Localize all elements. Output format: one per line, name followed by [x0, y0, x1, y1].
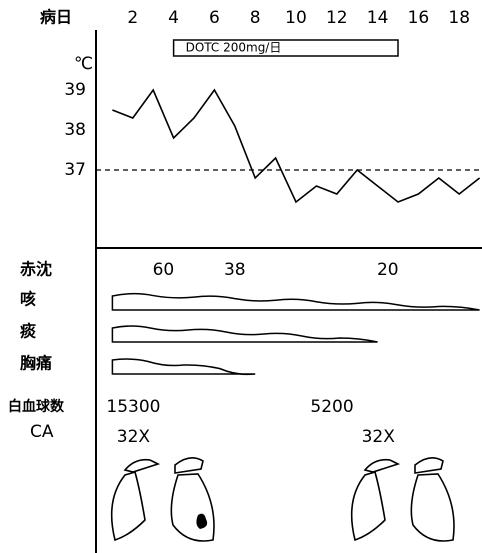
esr-value: 20 — [377, 260, 399, 280]
x-tick-label: 6 — [209, 8, 220, 28]
symptom-label: 痰 — [20, 322, 37, 341]
wbc-value: 15300 — [106, 397, 160, 417]
lesion — [196, 514, 207, 529]
x-tick-label: 14 — [367, 8, 389, 28]
y-axis-label: ℃ — [74, 54, 93, 74]
symptom-label: 咳 — [20, 290, 36, 309]
x-tick-label: 4 — [168, 8, 179, 28]
esr-label: 赤沈 — [20, 260, 52, 279]
y-tick-label: 39 — [64, 80, 86, 100]
symptom-label: 胸痛 — [20, 354, 52, 373]
wbc-value: 5200 — [310, 397, 353, 417]
symptom-band — [112, 359, 255, 374]
x-tick-label: 12 — [326, 8, 348, 28]
x-tick-label: 16 — [408, 8, 430, 28]
symptom-band — [112, 294, 479, 310]
drug-label: DOTC 200mg/日 — [186, 41, 282, 55]
wbc-label: 白血球数 — [8, 398, 65, 415]
y-tick-label: 37 — [64, 160, 86, 180]
symptom-band — [112, 326, 377, 342]
ca-value: 32X — [362, 427, 396, 447]
x-axis-label: 病日 — [40, 8, 72, 27]
x-tick-label: 2 — [127, 8, 138, 28]
ca-value: 32X — [117, 427, 151, 447]
chart: 病日 ℃ 赤沈 白血球数 CA 2 4 6 8 10 12 14 16 18 37 38 39 DOTC… — [0, 0, 482, 553]
temperature-line — [112, 90, 479, 202]
esr-value: 60 — [153, 260, 175, 280]
x-tick-label: 18 — [448, 8, 470, 28]
ca-label: CA — [30, 422, 54, 442]
lung-drawings — [112, 458, 454, 541]
esr-value: 38 — [224, 260, 246, 280]
x-tick-label: 10 — [285, 8, 307, 28]
y-tick-label: 38 — [64, 120, 86, 140]
x-tick-label: 8 — [250, 8, 261, 28]
